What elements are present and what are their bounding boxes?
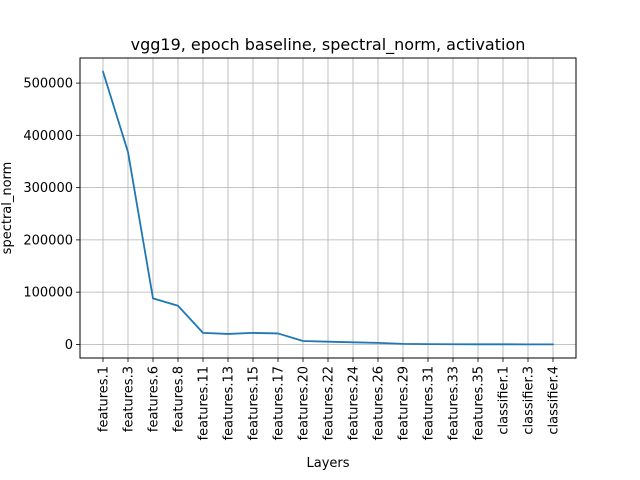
x-tick-label: features.33 xyxy=(447,366,462,440)
x-tick-label: features.29 xyxy=(397,366,412,440)
x-tick-label: features.3 xyxy=(122,366,137,432)
x-tick-label: features.35 xyxy=(472,366,487,440)
x-tick-label: classifier.3 xyxy=(522,366,537,435)
x-tick-label: features.31 xyxy=(422,366,437,440)
y-tick-label: 500000 xyxy=(23,77,73,92)
x-tick-label: features.11 xyxy=(197,366,212,440)
y-tick-label: 200000 xyxy=(23,233,73,248)
y-axis-label: spectral_norm xyxy=(0,162,15,255)
y-tick-label: 100000 xyxy=(23,286,73,301)
x-tick-label: classifier.1 xyxy=(497,366,512,435)
y-tick-label: 400000 xyxy=(23,129,73,144)
y-tick-label: 0 xyxy=(65,338,73,353)
x-tick-label: features.22 xyxy=(322,366,337,440)
x-tick-label: classifier.4 xyxy=(547,366,562,435)
plot-frame xyxy=(79,57,577,359)
ticks: features.1 features.3 features.6 features.8… xyxy=(23,77,561,441)
x-tick-label: features.6 xyxy=(147,366,162,432)
chart-title: vgg19, epoch baseline, spectral_norm, ac… xyxy=(131,35,526,55)
x-tick-label: features.24 xyxy=(347,366,362,440)
x-axis-label: Layers xyxy=(306,456,349,471)
x-tick-label: features.8 xyxy=(172,366,187,432)
x-tick-label: features.15 xyxy=(247,366,262,440)
x-tick-label: features.20 xyxy=(297,366,312,440)
series-layer xyxy=(102,70,554,346)
x-tick-label: features.1 xyxy=(97,366,112,432)
x-tick-label: features.17 xyxy=(272,366,287,440)
y-tick-label: 300000 xyxy=(23,181,73,196)
x-tick-label: features.26 xyxy=(372,366,387,440)
x-tick-label: features.13 xyxy=(222,366,237,440)
